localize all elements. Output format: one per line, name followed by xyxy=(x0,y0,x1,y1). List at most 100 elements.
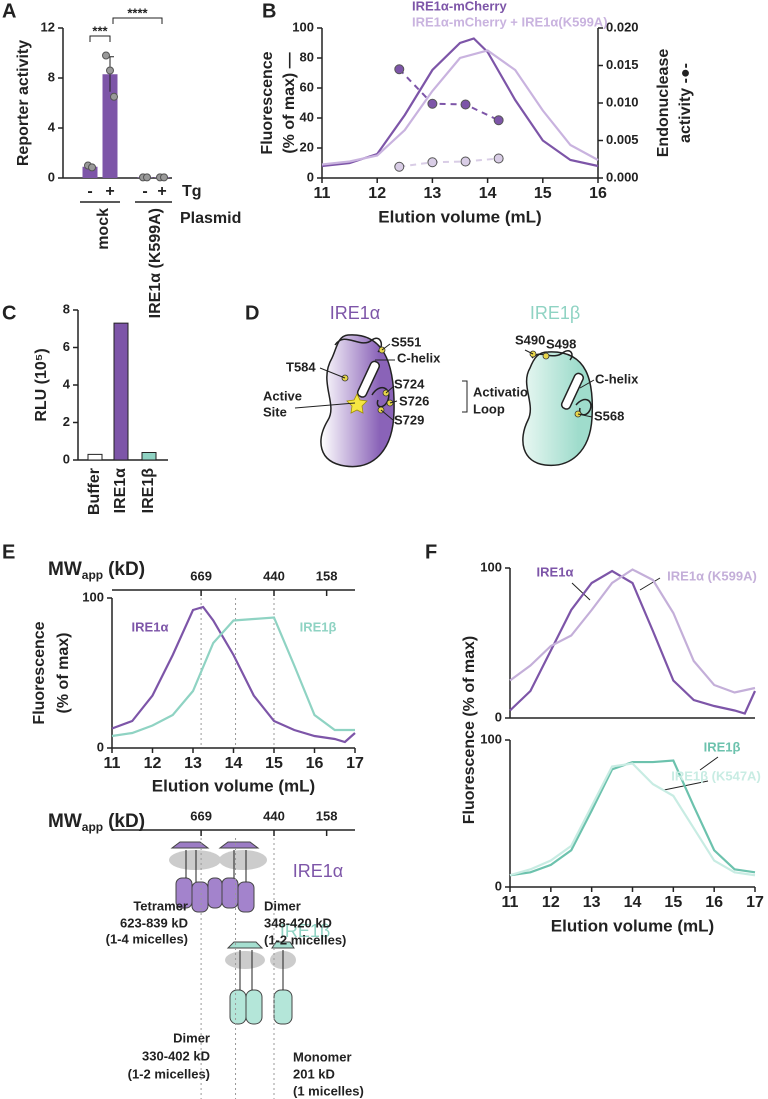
loop xyxy=(531,349,573,361)
x-tick-label: 12 xyxy=(542,894,560,911)
mw-unit: (kD) xyxy=(108,811,145,832)
y-tick-label: 100 xyxy=(480,559,502,574)
y-tick-label: 0 xyxy=(495,878,502,893)
oligomer-label: Dimer xyxy=(173,1030,210,1045)
diagram-d: IRE1α IRE1β S551 C-helix T584 S724 S726 … xyxy=(263,303,639,468)
x-tick-label: - xyxy=(87,183,92,200)
micelle xyxy=(225,951,265,969)
significance: *** xyxy=(92,23,108,38)
y-tick-label: 8 xyxy=(63,301,70,316)
mw-sub: app xyxy=(82,820,103,834)
mw-tick-label: 669 xyxy=(190,568,212,583)
panel-label: F xyxy=(425,541,437,563)
activation-loop xyxy=(371,386,390,408)
active-site-star xyxy=(346,393,368,414)
y-tick-label: 40 xyxy=(300,109,314,124)
series-line xyxy=(111,605,356,744)
significance: **** xyxy=(127,5,148,20)
y-tick-label: 0 xyxy=(97,739,104,754)
axis-label: Reporter activity xyxy=(15,40,32,166)
legend-label: IRE1α (K599A) xyxy=(667,568,757,583)
series-line xyxy=(321,49,599,166)
y-tick-label: 6 xyxy=(63,339,70,354)
axis-label: activity -●- xyxy=(677,63,694,143)
group-label: Plasmid xyxy=(180,210,241,227)
x-tick-label: 13 xyxy=(583,894,601,911)
title: IRE1α xyxy=(293,861,343,881)
series-line xyxy=(509,569,757,715)
legend-label: IRE1α-mCherry + IRE1α(K599A) xyxy=(412,14,608,29)
x-tick-label: + xyxy=(105,183,114,200)
mw-label: MWapp (kD) xyxy=(48,559,145,582)
x-tick-label: 16 xyxy=(705,894,723,911)
x-tick-label: 16 xyxy=(306,755,324,772)
micelle xyxy=(169,850,221,870)
site-label: Activation xyxy=(473,384,536,399)
oligomer-label: 348-420 kD xyxy=(264,915,332,930)
x-tick-label: 14 xyxy=(624,894,642,911)
marker xyxy=(460,156,471,167)
y-tick-label: 4 xyxy=(63,376,71,391)
x-tick-label: 15 xyxy=(664,894,682,911)
mw: MW xyxy=(48,811,82,832)
oligomer-label: (1-4 micelles) xyxy=(106,931,188,946)
axis-label: (% of max) — xyxy=(281,52,298,153)
bracket xyxy=(462,380,468,413)
lumenal xyxy=(226,941,295,949)
x-tick-label: 14 xyxy=(225,755,243,772)
y-tick-label: 0 xyxy=(307,169,314,184)
leader-lines xyxy=(571,577,719,791)
bar xyxy=(113,322,129,461)
x-tick-label: IRE1β xyxy=(140,468,157,514)
mw: MW xyxy=(48,559,82,580)
oligomer-label: 623-839 kD xyxy=(120,915,188,930)
panel-label: C xyxy=(2,302,16,324)
category-label: Tg xyxy=(182,183,202,200)
diagram-e: MWapp (kD) IRE1α IRE1β Tetramer 623-839 k… xyxy=(48,811,364,1098)
legend-label: IRE1β xyxy=(704,739,741,754)
legend-label: IRE1α xyxy=(537,564,574,579)
bar xyxy=(141,452,157,461)
x-tick-label: 13 xyxy=(424,185,442,202)
y-tick-label: 2 xyxy=(63,414,70,429)
oligomer-label: (1-2 micelles) xyxy=(128,1066,210,1081)
data-point xyxy=(88,163,96,172)
group-label: IRE1α (K599A) xyxy=(147,208,164,318)
panel-label: E xyxy=(2,541,15,563)
legend-label: IRE1β xyxy=(300,619,337,634)
site-label: S726 xyxy=(399,393,429,408)
y-tick-label: 4 xyxy=(48,119,56,134)
site-label: S490 xyxy=(515,332,545,347)
marker xyxy=(394,161,405,172)
y2-tick-label: 0.010 xyxy=(606,94,639,109)
oligomer-label: Monomer xyxy=(293,1049,352,1064)
bar xyxy=(82,166,98,178)
marker xyxy=(427,157,438,168)
marker xyxy=(493,115,504,126)
series-line xyxy=(111,616,355,738)
panel-label: D xyxy=(245,302,259,324)
title: IRE1β xyxy=(530,303,580,323)
y-tick-label: 20 xyxy=(300,139,314,154)
data-point xyxy=(160,173,168,182)
site-label: Active xyxy=(263,388,302,403)
x-tick-label: Buffer xyxy=(86,468,103,515)
x-axis-label: Elution volume (mL) xyxy=(152,776,315,795)
x-tick-label: 12 xyxy=(144,755,162,772)
y2-tick-label: 0.005 xyxy=(606,132,639,147)
site-label: S568 xyxy=(594,408,624,423)
series-line xyxy=(509,568,756,694)
y2-tick-label: 0.020 xyxy=(606,19,639,34)
series-line xyxy=(509,762,756,877)
x-tick-label: 11 xyxy=(314,185,331,202)
x-axis-label: Elution volume (mL) xyxy=(378,207,541,226)
mw-tick-label: 669 xyxy=(190,808,212,823)
mw-unit: (kD) xyxy=(108,559,145,580)
x-tick-label: 14 xyxy=(479,185,497,202)
y-tick-label: 0 xyxy=(48,169,55,184)
data-point xyxy=(106,66,114,75)
sites xyxy=(341,346,394,414)
y-tick-label: 0 xyxy=(63,451,70,466)
oligomer-label: 330-402 kD xyxy=(142,1048,210,1063)
oligomer-label: (1 micelles) xyxy=(293,1083,364,1098)
